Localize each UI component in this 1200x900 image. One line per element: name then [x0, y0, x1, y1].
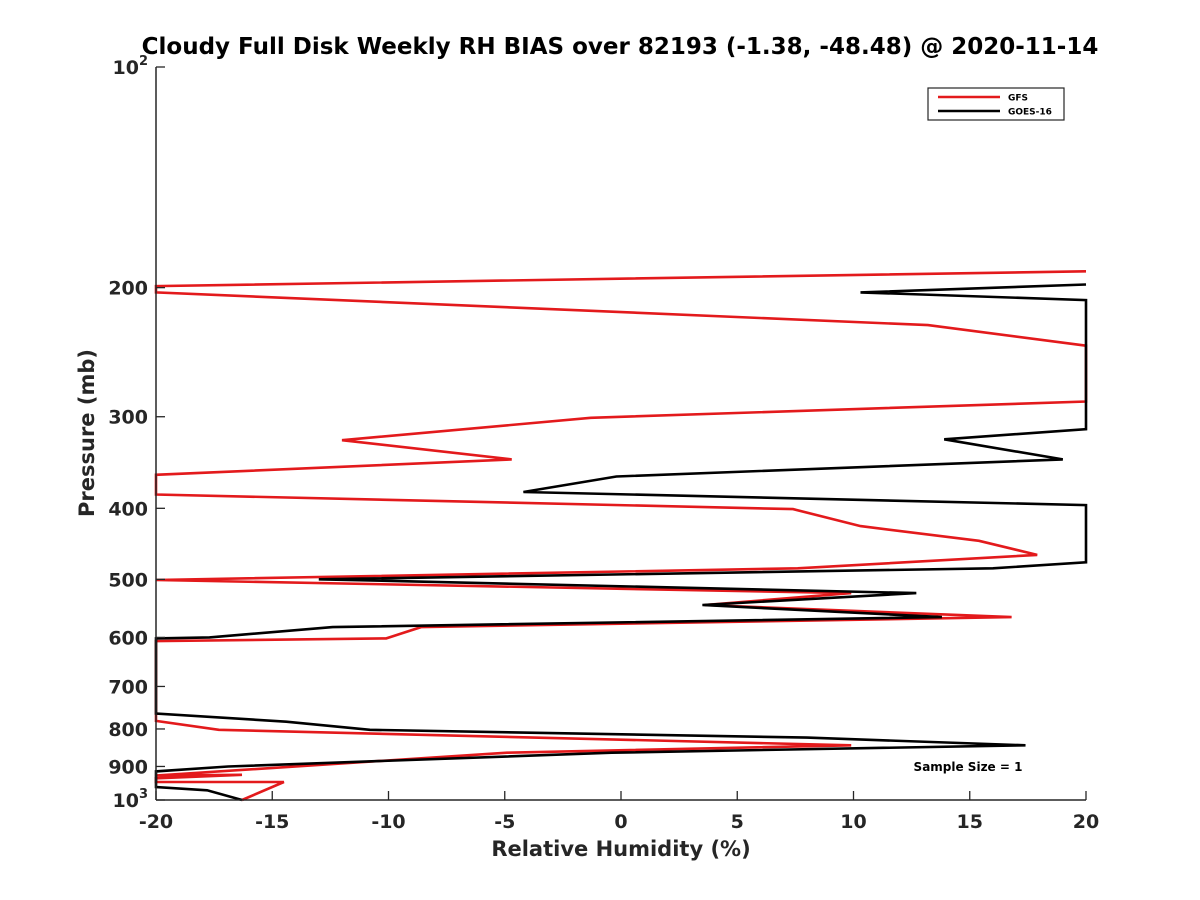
series-line-goes16: [154, 283, 1088, 802]
x-tick-label: -10: [371, 811, 405, 833]
x-tick-label: 15: [957, 811, 983, 833]
y-tick-label: 700: [108, 676, 148, 698]
legend-box: [927, 87, 1065, 121]
x-tick-label: 0: [614, 811, 627, 833]
x-tick-label: -5: [494, 811, 515, 833]
sample-size-annotation: Sample Size = 1: [914, 760, 1023, 774]
y-tick-label: 200: [108, 278, 148, 300]
x-axis-label: Relative Humidity (%): [491, 837, 750, 861]
y-tick-label: 400: [108, 498, 148, 520]
legend-label-gfs: GFS: [1008, 94, 1028, 104]
chart-title: Cloudy Full Disk Weekly RH BIAS over 821…: [142, 34, 1099, 60]
y-tick-label: 600: [108, 627, 148, 649]
x-tick-label: 10: [840, 811, 866, 833]
x-tick-label: 5: [731, 811, 744, 833]
y-tick-label: 103: [113, 787, 149, 812]
legend: GFS GOES-16: [927, 87, 1065, 121]
x-tick-label: -20: [139, 811, 173, 833]
series-line-gfs: [154, 270, 1088, 802]
y-tick-label: 102: [113, 54, 149, 79]
legend-label-goes16: GOES-16: [1008, 108, 1052, 118]
x-tick-label: -15: [255, 811, 289, 833]
axes: -20 -15 -10 -5 0 5 10 15 20 102 200 300 400 500 600 700…: [108, 54, 1099, 833]
y-tick-label: 500: [108, 569, 148, 591]
y-tick-label: 800: [108, 719, 148, 741]
y-tick-label: 900: [108, 756, 148, 778]
y-tick-label: 300: [108, 407, 148, 429]
x-tick-label: 20: [1073, 811, 1099, 833]
y-axis-label: Pressure (mb): [75, 349, 99, 517]
plot-area: [154, 270, 1088, 802]
